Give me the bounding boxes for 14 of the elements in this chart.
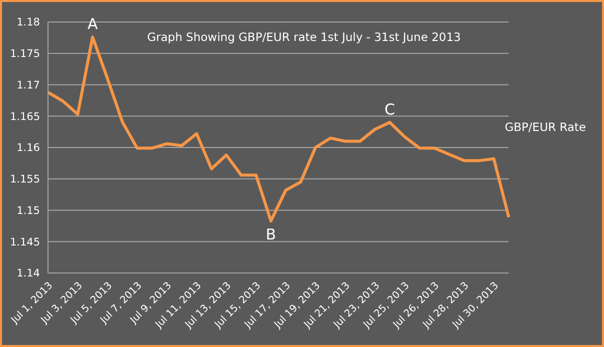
y-tick-label: 1.16 [16,142,40,154]
annotation: A [87,15,98,34]
annotation: B [266,226,276,244]
y-tick-label: 1.145 [10,236,40,248]
y-tick-label: 1.17 [16,79,40,92]
text: GBP/EUR Rate [504,120,586,134]
text: Graph Showing GBP/EUR rate 1st July - 31st June 2013 [147,30,461,44]
y-tick-label: 1.15 [16,204,40,217]
y-tick-label: 1.18 [16,16,40,29]
y-tick-label: 1.165 [10,110,40,123]
annotation: C [384,100,396,118]
y-tick-label: 1.175 [10,48,40,60]
y-tick-label: 1.14 [16,268,40,280]
y-tick-label: 1.155 [10,174,40,186]
